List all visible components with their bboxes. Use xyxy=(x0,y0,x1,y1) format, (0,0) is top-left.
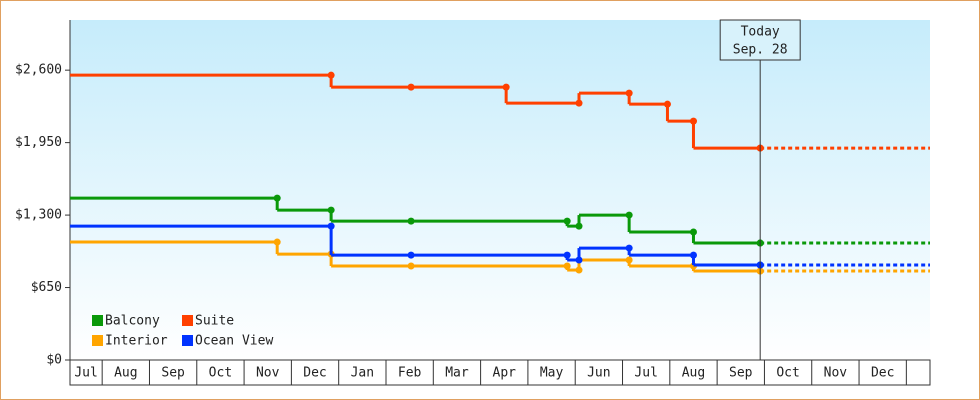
plot-area xyxy=(70,20,930,360)
x-tick-label: Sep xyxy=(729,366,753,381)
y-tick-label: $1,300 xyxy=(15,208,62,223)
x-tick-label: Apr xyxy=(493,366,517,381)
marker xyxy=(563,251,571,259)
legend-label: Balcony xyxy=(105,314,160,329)
x-axis-band xyxy=(69,359,931,386)
marker xyxy=(575,266,583,274)
x-tick-label: Aug xyxy=(682,366,705,381)
x-tick-label: Nov xyxy=(256,366,280,381)
marker xyxy=(563,262,571,270)
x-tick-label: Jul xyxy=(634,366,657,381)
legend-swatch xyxy=(92,315,103,326)
x-tick-label: Nov xyxy=(824,366,848,381)
marker xyxy=(625,256,633,264)
marker xyxy=(327,71,335,79)
marker xyxy=(273,194,281,202)
legend-label: Interior xyxy=(105,334,168,349)
marker xyxy=(689,251,697,259)
marker xyxy=(625,89,633,97)
x-tick-label: Mar xyxy=(445,366,469,381)
x-tick-label: Jun xyxy=(587,366,610,381)
marker xyxy=(625,211,633,219)
marker xyxy=(327,206,335,214)
marker xyxy=(663,100,671,108)
legend-swatch xyxy=(92,335,103,346)
x-tick-label: Feb xyxy=(398,366,422,381)
marker xyxy=(273,238,281,246)
legend-swatch xyxy=(182,335,193,346)
x-tick-label: Oct xyxy=(209,366,232,381)
marker xyxy=(502,83,510,91)
legend-swatch xyxy=(182,315,193,326)
marker xyxy=(327,222,335,230)
y-tick-label: $2,600 xyxy=(15,63,62,78)
marker xyxy=(625,244,633,252)
x-tick-label: Jan xyxy=(351,366,374,381)
marker xyxy=(575,256,583,264)
marker xyxy=(689,117,697,125)
marker xyxy=(563,217,571,225)
y-tick-label: $0 xyxy=(46,353,62,368)
x-tick-label: Dec xyxy=(303,366,326,381)
today-box xyxy=(719,19,801,61)
legend-label: Ocean View xyxy=(195,334,273,349)
y-tick-label: $1,950 xyxy=(15,135,62,150)
x-tick-label: Oct xyxy=(776,366,799,381)
x-tick-label: Dec xyxy=(871,366,894,381)
marker xyxy=(575,222,583,230)
legend-label: Suite xyxy=(195,314,234,329)
x-tick-label: Jul xyxy=(74,366,97,381)
x-tick-label: May xyxy=(540,366,564,381)
x-tick-label: Aug xyxy=(114,366,137,381)
y-tick-label: $650 xyxy=(31,280,62,295)
today-label: Today xyxy=(741,25,780,40)
marker xyxy=(575,99,583,107)
x-tick-label: Sep xyxy=(161,366,185,381)
marker xyxy=(689,228,697,236)
today-date: Sep. 28 xyxy=(733,43,788,58)
